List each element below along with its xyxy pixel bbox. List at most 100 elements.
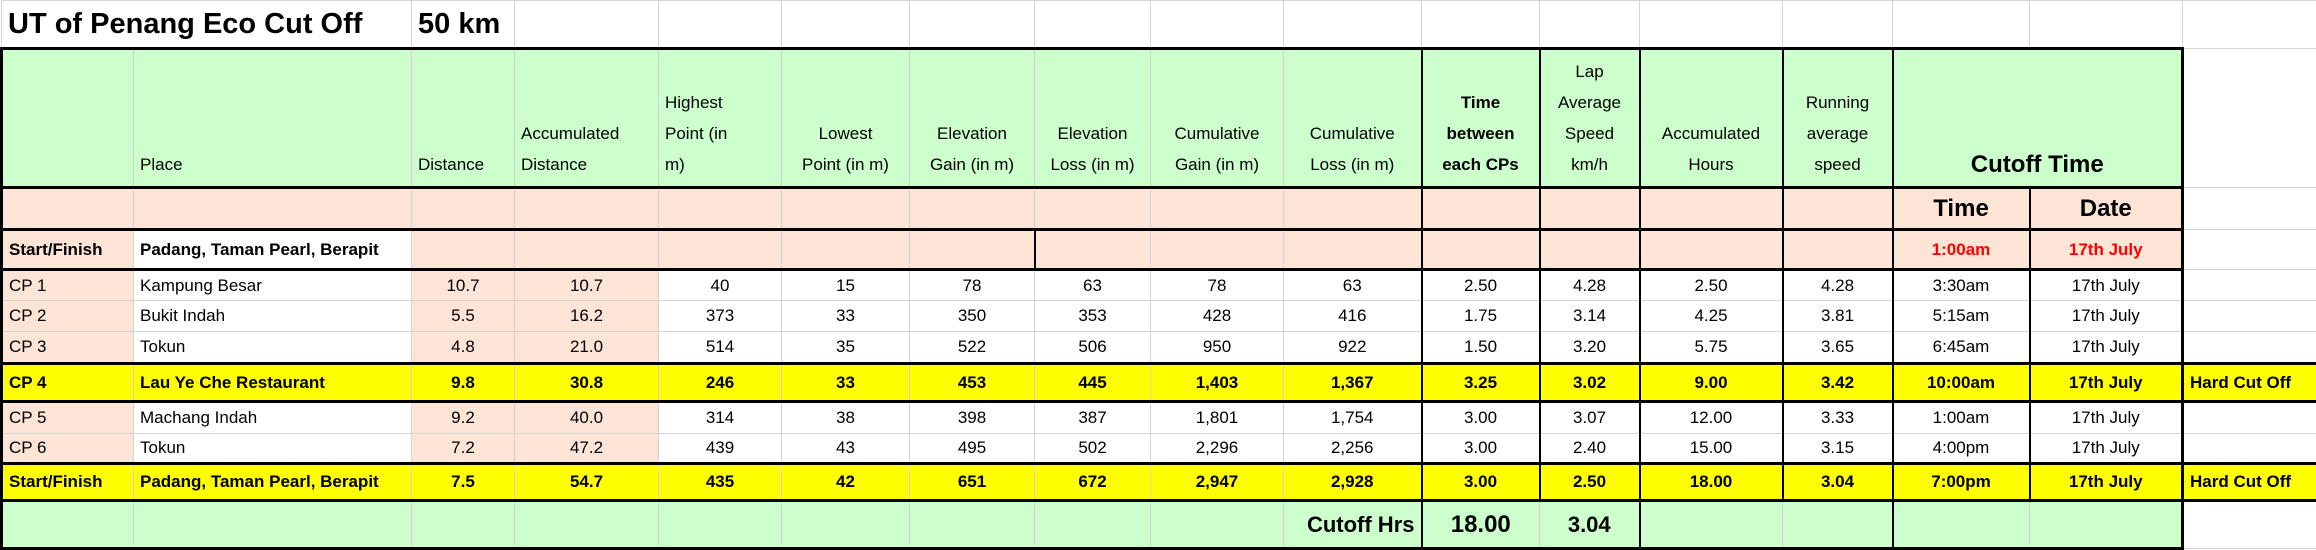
empty-cell[interactable]	[1151, 188, 1284, 230]
checkpoint-cum-gain[interactable]: 2,947	[1151, 464, 1284, 501]
header-place[interactable]: Place	[134, 49, 412, 188]
checkpoint-acc-distance[interactable]: 10.7	[515, 270, 659, 301]
empty-cell[interactable]	[910, 188, 1035, 230]
empty-cell[interactable]	[1422, 188, 1540, 230]
checkpoint-acc-hours[interactable]: 18.00	[1640, 464, 1783, 501]
checkpoint-cp[interactable]: CP 5	[2, 402, 134, 434]
empty-cell[interactable]	[2, 501, 134, 549]
empty-cell[interactable]	[1783, 1, 1893, 49]
cutoff-average-speed[interactable]: 3.04	[1540, 501, 1640, 549]
checkpoint-time[interactable]: 4:00pm	[1893, 434, 2030, 464]
empty-cell[interactable]	[1640, 230, 1783, 270]
checkpoint-lowest[interactable]: 42	[782, 464, 910, 501]
checkpoint-place[interactable]: Bukit Indah	[134, 301, 412, 332]
header-date[interactable]: Date	[2030, 188, 2183, 230]
empty-cell[interactable]	[1422, 1, 1540, 49]
checkpoint-highest[interactable]: 435	[659, 464, 782, 501]
checkpoint-gain[interactable]: 522	[910, 332, 1035, 364]
checkpoint-cum-loss[interactable]: 416	[1284, 301, 1422, 332]
checkpoint-lowest[interactable]: 15	[782, 270, 910, 301]
empty-cell[interactable]	[659, 1, 782, 49]
checkpoint-distance[interactable]: 10.7	[412, 270, 515, 301]
checkpoint-date[interactable]: 17th July	[2030, 434, 2183, 464]
checkpoint-note[interactable]	[2183, 301, 2316, 332]
checkpoint-running-speed[interactable]: 3.33	[1783, 402, 1893, 434]
checkpoint-time-between[interactable]: 3.25	[1422, 364, 1540, 402]
checkpoint-loss[interactable]: 445	[1035, 364, 1151, 402]
checkpoint-cum-loss[interactable]: 922	[1284, 332, 1422, 364]
checkpoint-lowest[interactable]: 33	[782, 364, 910, 402]
empty-cell[interactable]	[659, 230, 782, 270]
empty-cell[interactable]	[782, 230, 910, 270]
header-accumulated-hours[interactable]: Accumulated Hours	[1640, 49, 1783, 188]
checkpoint-place[interactable]: Lau Ye Che Restaurant	[134, 364, 412, 402]
empty-cell[interactable]	[1893, 1, 2030, 49]
checkpoint-time-between[interactable]: 3.00	[1422, 402, 1540, 434]
empty-cell[interactable]	[782, 1, 910, 49]
header-blank[interactable]	[2, 49, 134, 188]
checkpoint-loss[interactable]: 506	[1035, 332, 1151, 364]
checkpoint-cum-gain[interactable]: 1,403	[1151, 364, 1284, 402]
checkpoint-lap-speed[interactable]: 3.07	[1540, 402, 1640, 434]
checkpoint-acc-distance[interactable]: 54.7	[515, 464, 659, 501]
checkpoint-time[interactable]: 3:30am	[1893, 270, 2030, 301]
checkpoint-acc-distance[interactable]: 30.8	[515, 364, 659, 402]
checkpoint-time[interactable]: 6:45am	[1893, 332, 2030, 364]
checkpoint-cp[interactable]: CP 4	[2, 364, 134, 402]
checkpoint-loss[interactable]: 63	[1035, 270, 1151, 301]
empty-cell[interactable]	[2183, 188, 2316, 230]
checkpoint-running-speed[interactable]: 3.42	[1783, 364, 1893, 402]
header-lowest-point[interactable]: Lowest Point (in m)	[782, 49, 910, 188]
empty-cell[interactable]	[659, 501, 782, 549]
checkpoint-place[interactable]: Tokun	[134, 332, 412, 364]
empty-cell[interactable]	[412, 501, 515, 549]
checkpoint-place[interactable]: Tokun	[134, 434, 412, 464]
empty-cell[interactable]	[1783, 501, 1893, 549]
checkpoint-acc-hours[interactable]: 5.75	[1640, 332, 1783, 364]
checkpoint-cum-loss[interactable]: 2,928	[1284, 464, 1422, 501]
checkpoint-running-speed[interactable]: 3.04	[1783, 464, 1893, 501]
empty-cell[interactable]	[1540, 1, 1640, 49]
empty-cell[interactable]	[515, 1, 659, 49]
checkpoint-time-between[interactable]: 1.75	[1422, 301, 1540, 332]
empty-cell[interactable]	[412, 188, 515, 230]
checkpoint-distance[interactable]: 7.2	[412, 434, 515, 464]
checkpoint-cum-gain[interactable]: 950	[1151, 332, 1284, 364]
checkpoint-running-speed[interactable]: 4.28	[1783, 270, 1893, 301]
checkpoint-cp[interactable]: CP 2	[2, 301, 134, 332]
checkpoint-distance[interactable]: 7.5	[412, 464, 515, 501]
header-cumulative-loss[interactable]: Cumulative Loss (in m)	[1284, 49, 1422, 188]
checkpoint-acc-distance[interactable]: 47.2	[515, 434, 659, 464]
checkpoint-note[interactable]	[2183, 402, 2316, 434]
empty-cell[interactable]	[1151, 230, 1284, 270]
empty-cell[interactable]	[782, 501, 910, 549]
checkpoint-gain[interactable]: 651	[910, 464, 1035, 501]
checkpoint-cp[interactable]: Start/Finish	[2, 464, 134, 501]
checkpoint-running-speed[interactable]: 3.81	[1783, 301, 1893, 332]
start-place[interactable]: Padang, Taman Pearl, Berapit	[134, 230, 412, 270]
checkpoint-date[interactable]: 17th July	[2030, 301, 2183, 332]
checkpoint-time[interactable]: 5:15am	[1893, 301, 2030, 332]
header-cumulative-gain[interactable]: Cumulative Gain (in m)	[1151, 49, 1284, 188]
sheet-title[interactable]: UT of Penang Eco Cut Off	[2, 1, 412, 49]
checkpoint-time[interactable]: 1:00am	[1893, 402, 2030, 434]
checkpoint-acc-distance[interactable]: 40.0	[515, 402, 659, 434]
checkpoint-cum-loss[interactable]: 63	[1284, 270, 1422, 301]
checkpoint-cum-loss[interactable]: 1,367	[1284, 364, 1422, 402]
empty-cell[interactable]	[1035, 188, 1151, 230]
checkpoint-running-speed[interactable]: 3.15	[1783, 434, 1893, 464]
checkpoint-time-between[interactable]: 3.00	[1422, 434, 1540, 464]
checkpoint-cum-gain[interactable]: 2,296	[1151, 434, 1284, 464]
empty-cell[interactable]	[1284, 1, 1422, 49]
checkpoint-cum-gain[interactable]: 78	[1151, 270, 1284, 301]
checkpoint-lap-speed[interactable]: 3.14	[1540, 301, 1640, 332]
empty-cell[interactable]	[1783, 230, 1893, 270]
checkpoint-note[interactable]: Hard Cut Off	[2183, 464, 2316, 501]
empty-cell[interactable]	[1640, 501, 1783, 549]
checkpoint-time[interactable]: 10:00am	[1893, 364, 2030, 402]
header-cutoff-time[interactable]: Cutoff Time	[1893, 49, 2183, 188]
header-elevation-loss[interactable]: Elevation Loss (in m)	[1035, 49, 1151, 188]
checkpoint-date[interactable]: 17th July	[2030, 270, 2183, 301]
empty-cell[interactable]	[910, 230, 1035, 270]
